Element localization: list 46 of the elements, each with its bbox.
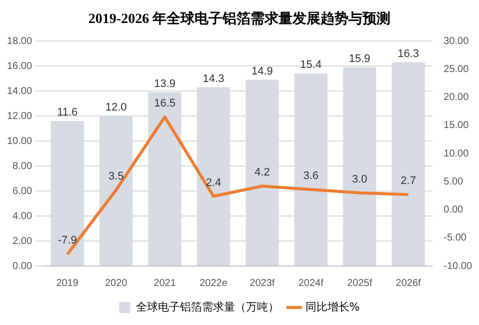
data-label: 2.4 <box>206 176 222 189</box>
y-tick-label: 18.00 <box>6 36 32 47</box>
x-tick-label: 2026f <box>396 278 422 289</box>
y-tick-label: 16.00 <box>6 60 32 72</box>
x-tick-label: 2024f <box>298 278 324 289</box>
y-tick-label: 4.00 <box>12 210 32 222</box>
data-label: -7.9 <box>58 234 77 247</box>
data-label: 16.5 <box>154 97 176 110</box>
data-label: 15.9 <box>348 52 370 65</box>
data-label: 3.5 <box>108 170 124 183</box>
x-tick-label: 2022e <box>200 278 228 289</box>
x-tick-label: 2019 <box>56 278 79 289</box>
y2-tick-label: 15.00 <box>444 120 470 132</box>
data-label: 13.9 <box>154 78 176 90</box>
legend-label: 全球电子铝箔需求量（万吨） <box>136 300 279 314</box>
y2-tick-label: -5.00 <box>444 232 467 244</box>
y-tick-label: 0.00 <box>12 260 32 272</box>
y2-tick-label: 30.00 <box>444 36 470 47</box>
x-tick-label: 2023f <box>250 278 275 289</box>
y-tick-label: 6.00 <box>12 186 32 197</box>
y2-tick-label: 0.00 <box>444 204 464 216</box>
y-tick-label: 10.00 <box>6 136 32 147</box>
y-tick-label: 12.00 <box>6 110 32 122</box>
data-label: 16.3 <box>398 48 420 60</box>
y-tick-label: 14.00 <box>6 86 32 97</box>
data-label: 12.0 <box>105 102 127 114</box>
data-label: 3.0 <box>352 173 368 186</box>
data-label: 11.6 <box>57 106 78 119</box>
y2-tick-label: 5.00 <box>444 176 464 188</box>
data-label: 2.7 <box>400 175 416 188</box>
y-tick-label: 8.00 <box>12 160 32 172</box>
y2-tick-label: 20.00 <box>444 92 470 103</box>
data-label: 14.9 <box>251 65 273 78</box>
data-label: 4.2 <box>254 166 270 179</box>
y2-tick-label: 25.00 <box>444 64 470 75</box>
data-label: 15.4 <box>300 59 322 72</box>
y-tick-label: 2.00 <box>12 236 32 247</box>
legend-label: 同比增长% <box>305 300 360 314</box>
data-label: 14.3 <box>202 72 224 85</box>
y2-tick-label: 10.00 <box>444 148 470 160</box>
chart-title: 2019-2026 年全球电子铝箔需求量发展趋势与预测 <box>87 10 392 29</box>
x-tick-label: 2020 <box>104 278 128 289</box>
x-tick-label: 2025f <box>347 278 372 289</box>
y2-tick-label: -10.00 <box>444 260 472 272</box>
x-tick-label: 2021 <box>154 278 176 289</box>
data-label: 3.6 <box>303 170 319 182</box>
